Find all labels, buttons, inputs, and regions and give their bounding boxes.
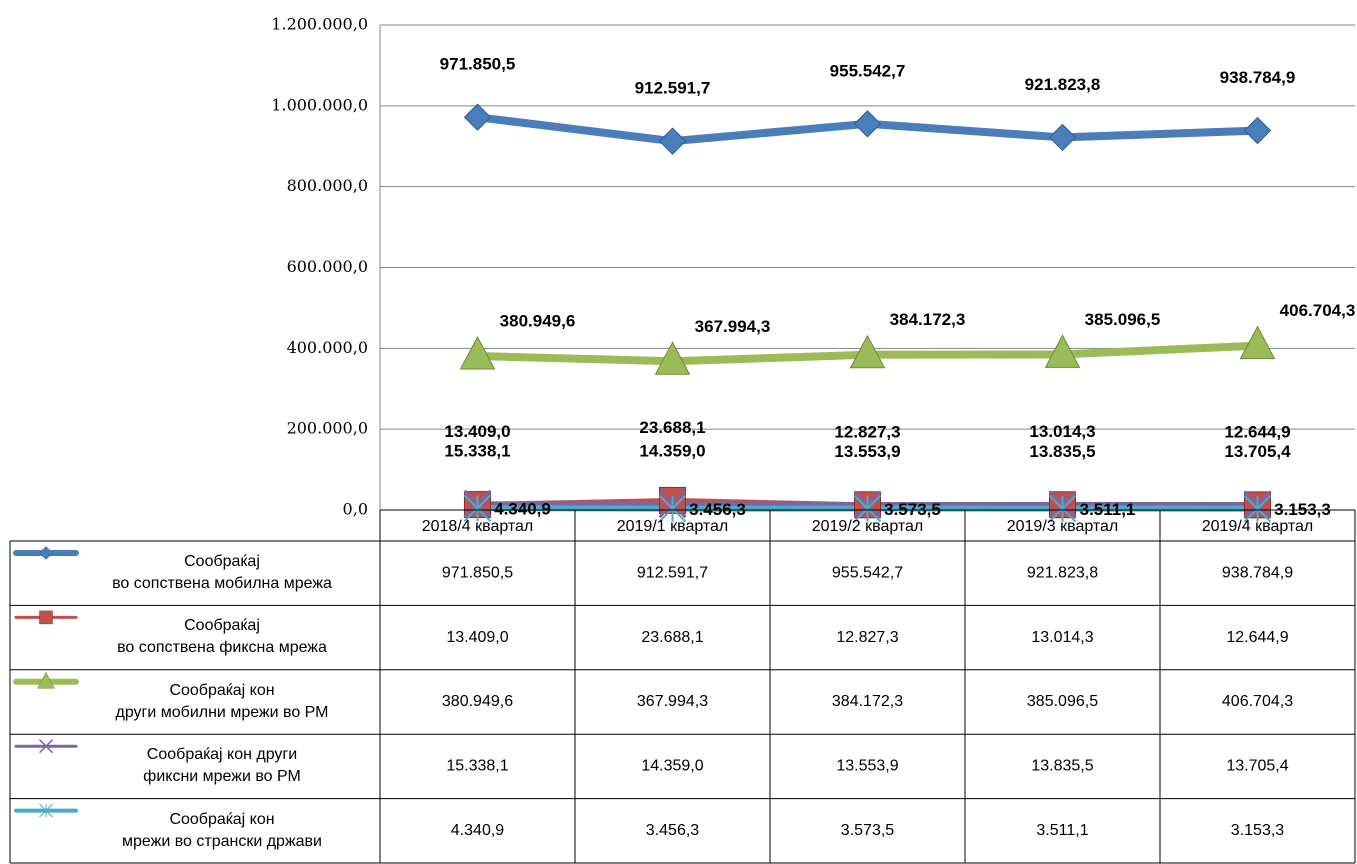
legend-label: Сообраќај кон други мобилни мрежи во РМ [115, 681, 329, 721]
data-label: 384.172,3 [890, 310, 966, 329]
data-label: 13.409,0 [444, 422, 510, 441]
data-label: 367.994,3 [695, 317, 771, 336]
point [849, 334, 886, 369]
data-label: 12.644,9 [1224, 422, 1290, 441]
table-cell: 380.949,6 [442, 693, 513, 710]
legend-label: Сообраќај кон други фиксни мрежи во РМ [143, 746, 301, 786]
table-cell: 3.153,3 [1231, 822, 1284, 839]
x-tick-label: 2019/4 квартал [1202, 518, 1314, 535]
table-cell: 13.409,0 [446, 629, 508, 646]
table-cell: 912.591,7 [637, 564, 708, 581]
legend-marker-shape [37, 671, 55, 689]
table-cell: 4.340,9 [451, 822, 504, 839]
point [853, 494, 882, 523]
data-label: 380.949,6 [500, 312, 576, 331]
data-label: 971.850,5 [440, 55, 516, 74]
legend-marker [39, 803, 53, 818]
data-label: 13.553,9 [834, 442, 900, 461]
y-tick-label: 0,0 [343, 500, 368, 519]
point [1048, 494, 1077, 523]
table-cell: 3.573,5 [841, 822, 894, 839]
y-tick-label: 1.200.000,0 [271, 15, 368, 34]
legend-marker [38, 739, 54, 754]
legend-marker-shape [38, 739, 54, 754]
point [658, 494, 687, 523]
data-label: 912.591,7 [635, 79, 711, 98]
point [1048, 123, 1077, 152]
table-cell: 23.688,1 [641, 629, 703, 646]
table-cell: 13.014,3 [1031, 629, 1093, 646]
table-cell: 971.850,5 [442, 564, 513, 581]
data-label: 12.827,3 [834, 422, 900, 441]
table-cell: 13.705,4 [1226, 758, 1288, 775]
point [658, 127, 687, 155]
table-cell: 385.096,5 [1027, 693, 1098, 710]
point [1044, 334, 1081, 368]
data-label: 13.014,3 [1029, 422, 1095, 441]
legend-label: Сообраќај кон мрежи во странски држави [122, 810, 322, 850]
legend-marker [37, 671, 55, 689]
data-label: 13.705,4 [1224, 442, 1291, 461]
point [853, 110, 882, 138]
data-label: 13.835,5 [1029, 442, 1095, 461]
legend-marker [39, 546, 53, 560]
table-cell: 12.644,9 [1226, 629, 1288, 646]
data-label: 14.359,0 [639, 442, 705, 461]
table-cell: 14.359,0 [641, 758, 703, 775]
legend-label: Сообраќај во сопствена мобилна мрежа [112, 553, 332, 592]
y-tick-label: 600.000,0 [287, 257, 368, 276]
legend-marker [39, 610, 53, 625]
x-tick-label: 2019/2 квартал [812, 518, 924, 535]
point [459, 335, 496, 370]
table-cell: 367.994,3 [637, 693, 708, 710]
table-cell: 13.835,5 [1031, 758, 1093, 775]
data-label: 955.542,7 [830, 61, 906, 80]
table-cell: 3.456,3 [646, 822, 699, 839]
data-label: 938.784,9 [1220, 68, 1296, 87]
x-tick-label: 2018/4 квартал [422, 518, 534, 535]
legend-marker-shape [39, 546, 53, 560]
y-tick-label: 1.000.000,0 [271, 95, 368, 114]
data-label: 4.340,9 [494, 500, 551, 519]
table-cell: 12.827,3 [836, 629, 898, 646]
point [1243, 116, 1272, 145]
table-cell: 3.511,1 [1036, 822, 1088, 839]
table-cell: 938.784,9 [1222, 564, 1293, 581]
point [654, 341, 691, 375]
data-label: 385.096,5 [1085, 310, 1161, 329]
table-cell: 406.704,3 [1222, 693, 1293, 710]
point [1243, 495, 1272, 523]
table-cell: 13.553,9 [836, 758, 898, 775]
y-tick-label: 800.000,0 [287, 176, 368, 195]
point [463, 494, 492, 522]
data-label: 406.704,3 [1280, 301, 1356, 320]
x-tick-label: 2019/1 квартал [617, 518, 729, 535]
y-tick-label: 400.000,0 [287, 338, 368, 357]
data-label: 15.338,1 [444, 441, 510, 460]
table-cell: 955.542,7 [832, 564, 903, 581]
table-cell: 15.338,1 [446, 758, 508, 775]
point [463, 103, 492, 131]
legend-marker-shape [39, 803, 53, 818]
data-label: 921.823,8 [1025, 75, 1101, 94]
data-label: 23.688,1 [639, 418, 705, 437]
point [1239, 325, 1276, 360]
y-tick-label: 200.000,0 [287, 419, 368, 438]
table-cell: 384.172,3 [832, 693, 903, 710]
x-tick-label: 2019/3 квартал [1007, 518, 1119, 535]
legend-label: Сообраќај во сопствена фиксна мрежа [117, 617, 327, 657]
legend-marker-shape [39, 610, 53, 625]
table-cell: 921.823,8 [1027, 564, 1098, 581]
